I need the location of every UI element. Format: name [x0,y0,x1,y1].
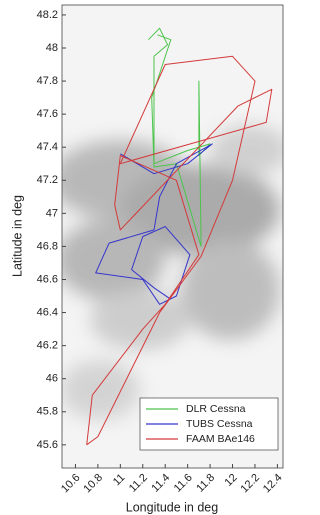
y-axis-label: Latitude in deg [10,195,24,277]
x-tick-label: 10.8 [81,472,105,496]
x-tick-label: 10.6 [59,472,83,496]
x-axis-label: Longitude in deg [126,500,218,514]
page: {"chart_data": {"type": "line", "x_label… [0,0,320,515]
y-tick-label: 45.8 [37,406,58,418]
x-tick-label: 12.4 [261,472,285,496]
y-tick-label: 46.6 [37,273,58,285]
x-tick-label: 11.6 [172,472,195,495]
y-tick-label: 48.2 [37,9,58,21]
x-tick-label: 11.4 [149,472,172,495]
y-tick-label: 46 [46,373,58,385]
x-tick-label: 12 [223,472,240,489]
legend: DLR Cessna TUBS Cessna FAAM BAe146 [140,398,278,450]
x-tick-label: 12.2 [238,472,262,496]
y-tick-label: 48 [46,42,58,54]
y-tick-label: 45.6 [37,439,58,451]
x-tick-label: 11.8 [194,472,217,495]
y-tick-label: 47.8 [37,75,58,87]
y-tick-label: 46.2 [37,340,58,352]
y-tick-label: 47.6 [37,108,58,120]
legend-label: DLR Cessna [186,403,246,415]
y-tick-label: 47.2 [37,174,58,186]
y-tick-label: 47 [46,207,58,219]
legend-label: TUBS Cessna [186,418,253,430]
legend-label: FAAM BAe146 [186,433,255,445]
y-tick-label: 46.8 [37,240,58,252]
x-tick-label: 11 [111,472,128,489]
x-tick-label: 11.2 [127,472,150,495]
y-tick-label: 47.4 [37,141,58,153]
y-tick-label: 46.4 [37,306,58,318]
chart: Longitude in deg Latitude in deg DLR Ces… [0,0,286,515]
